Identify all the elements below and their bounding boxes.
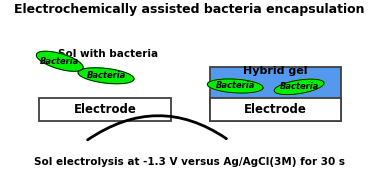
Text: Bacteria: Bacteria [40, 57, 79, 66]
Text: Electrode: Electrode [74, 103, 137, 116]
Text: Hybrid gel: Hybrid gel [243, 66, 307, 76]
FancyBboxPatch shape [210, 67, 341, 121]
Polygon shape [36, 51, 83, 71]
Text: Sol with bacteria: Sol with bacteria [57, 49, 158, 60]
FancyArrowPatch shape [88, 116, 226, 140]
FancyBboxPatch shape [210, 98, 341, 121]
Text: Electrochemically assisted bacteria encapsulation: Electrochemically assisted bacteria enca… [14, 3, 364, 16]
Polygon shape [208, 79, 263, 93]
Text: Bacteria: Bacteria [279, 82, 319, 91]
Text: Sol electrolysis at -1.3 V versus Ag/AgCl(3M) for 30 s: Sol electrolysis at -1.3 V versus Ag/AgC… [34, 157, 344, 167]
Text: Electrode: Electrode [244, 103, 307, 116]
Polygon shape [274, 79, 324, 95]
FancyBboxPatch shape [39, 98, 172, 121]
Polygon shape [78, 68, 134, 84]
Text: Bacteria: Bacteria [215, 82, 255, 90]
Text: Bacteria: Bacteria [87, 71, 125, 80]
